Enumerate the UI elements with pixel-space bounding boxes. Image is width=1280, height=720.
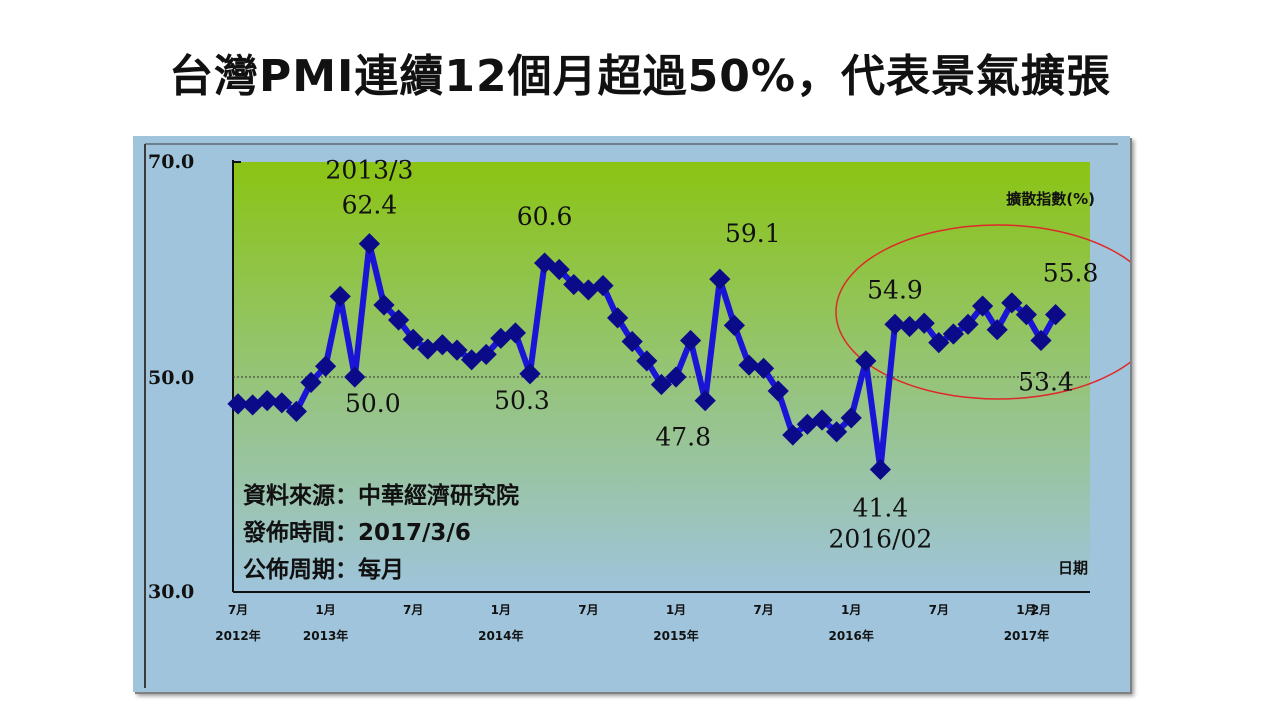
data-point-20 bbox=[519, 363, 541, 385]
x-ticks: 7月 2012年 1月 2013年 7月 1月 2014年 7月 1月 2015年 7月 1月 2016… bbox=[215, 603, 1051, 643]
info-source: 資料來源：中華經濟研究院 bbox=[243, 482, 519, 509]
x-tick-month-3: 1月 bbox=[491, 603, 511, 617]
x-tick-year-0: 2012年 bbox=[215, 628, 260, 643]
y-tick-label-50: 50.0 bbox=[148, 367, 194, 389]
annotations: 2013/3 62.4 50.0 50.3 60.6 47.8 59.1 41.42016/0… bbox=[325, 156, 1098, 554]
data-point-42 bbox=[840, 407, 862, 429]
info-published: 發佈時間：2017/3/6 bbox=[242, 519, 471, 546]
data-point-28 bbox=[636, 350, 658, 372]
annotation-10: 53.4 bbox=[1018, 367, 1074, 396]
data-point-33 bbox=[709, 268, 731, 290]
x-tick-month-7: 1月 bbox=[841, 603, 861, 617]
annotation-0: 2013/3 bbox=[325, 156, 413, 185]
x-tick-year-5: 2015年 bbox=[653, 628, 698, 643]
annotation-9: 54.9 bbox=[867, 275, 923, 304]
annotation-3: 50.3 bbox=[494, 386, 550, 415]
x-tick-year-1: 2013年 bbox=[303, 628, 348, 643]
data-point-37 bbox=[767, 380, 789, 402]
data-point-43 bbox=[855, 350, 877, 372]
data-point-31 bbox=[679, 329, 702, 352]
data-point-32 bbox=[694, 390, 716, 412]
data-point-53 bbox=[1001, 292, 1023, 314]
data-point-48 bbox=[928, 331, 950, 354]
x-tick-month-8: 7月 bbox=[929, 603, 949, 617]
y-tick-label-30: 30.0 bbox=[148, 581, 194, 603]
x-tick-month-9: 1月 bbox=[1016, 603, 1036, 617]
x-axis-title: 日期 bbox=[1058, 559, 1088, 577]
x-tick-month-4: 7月 bbox=[578, 603, 598, 617]
data-point-50 bbox=[957, 313, 979, 335]
annotation-4: 60.6 bbox=[517, 202, 573, 231]
data-point-34 bbox=[723, 314, 746, 337]
x-tick-month-1: 1月 bbox=[315, 603, 335, 617]
y-tick-label-70: 70.0 bbox=[148, 151, 194, 173]
data-point-51 bbox=[971, 295, 994, 317]
annotation-2: 50.0 bbox=[345, 389, 401, 418]
x-tick-month-10: 2月 bbox=[1031, 603, 1051, 617]
data-point-22 bbox=[548, 258, 570, 281]
annotation-1: 62.4 bbox=[342, 191, 398, 220]
highlight-ellipse bbox=[835, 224, 1130, 400]
x-tick-month-2: 7月 bbox=[403, 603, 423, 617]
data-point-38 bbox=[782, 424, 804, 446]
data-point-30 bbox=[665, 366, 687, 388]
x-tick-year-7: 2016年 bbox=[828, 628, 873, 643]
annotation-6: 59.1 bbox=[725, 219, 781, 248]
x-tick-month-6: 7月 bbox=[753, 603, 773, 617]
info-cycle: 公佈周期：每月 bbox=[243, 556, 404, 583]
annotation-7: 41.4 bbox=[853, 493, 909, 522]
data-point-29 bbox=[650, 373, 673, 396]
slide-title: 台灣PMI連續12個月超過50%，代表景氣擴張 bbox=[169, 51, 1111, 102]
annotation-5: 47.8 bbox=[655, 423, 711, 452]
data-point-40 bbox=[811, 409, 833, 431]
y-axis-title: 擴散指數(%) bbox=[1006, 190, 1095, 208]
data-point-44 bbox=[869, 458, 892, 481]
annotation-11: 55.8 bbox=[1043, 259, 1099, 288]
data-point-52 bbox=[986, 319, 1008, 341]
data-point-47 bbox=[913, 312, 935, 334]
x-tick-year-9: 2017年 bbox=[1004, 628, 1049, 643]
data-point-49 bbox=[942, 323, 965, 345]
data-point-41 bbox=[825, 421, 848, 443]
data-point-46 bbox=[898, 315, 921, 338]
data-point-25 bbox=[592, 275, 614, 297]
chart-frame: 70.0 50.0 30.0 擴散指數(%) 日期 7月 2012年 1月 2013年… bbox=[133, 136, 1130, 692]
data-point-45 bbox=[884, 313, 906, 335]
data-point-35 bbox=[738, 354, 760, 376]
x-tick-month-0: 7月 bbox=[228, 603, 248, 617]
x-tick-month-5: 1月 bbox=[666, 603, 686, 617]
annotation-8: 2016/02 bbox=[828, 524, 932, 553]
x-tick-year-3: 2014年 bbox=[478, 628, 523, 643]
data-point-36 bbox=[752, 357, 775, 380]
data-point-27 bbox=[621, 330, 643, 353]
pmi-line-chart: 70.0 50.0 30.0 擴散指數(%) 日期 7月 2012年 1月 2013年… bbox=[144, 143, 1130, 688]
